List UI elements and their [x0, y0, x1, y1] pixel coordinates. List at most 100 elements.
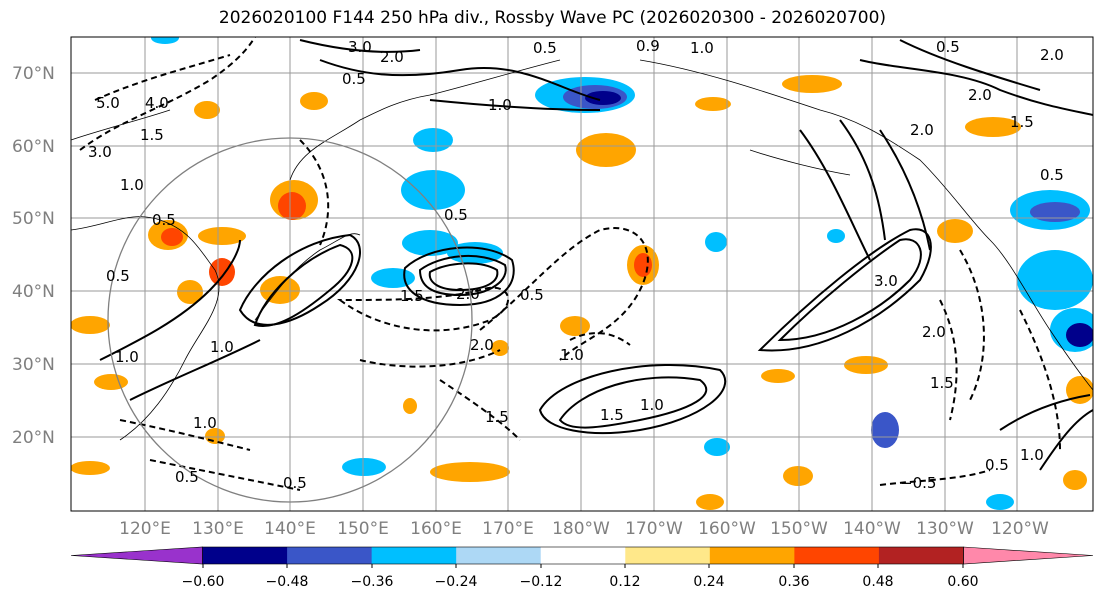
positive-contours: [99, 39, 1093, 471]
shade-blob: [260, 276, 300, 304]
colorbar-segment: [878, 547, 964, 564]
shade-blob: [761, 369, 795, 383]
contour-label: 3.0: [348, 38, 372, 56]
contour-label: 1.5: [600, 406, 624, 424]
lon-label: 170°W: [625, 519, 683, 539]
contour-label: 1.5: [930, 374, 954, 392]
contour-label: 1.0: [115, 348, 139, 366]
shade-blob: [871, 412, 899, 448]
contour-label: 1.5: [400, 287, 424, 305]
negative-contours: [79, 37, 1061, 491]
colorbar-segment: [287, 547, 373, 564]
shade-blob: [1030, 202, 1080, 222]
contour-label: 0.5: [342, 70, 366, 88]
contour-label: 2.0: [380, 48, 404, 66]
lon-label: 150°E: [337, 519, 389, 539]
contour-label: 2.0: [922, 323, 946, 341]
contour-label: 0.5: [1040, 166, 1064, 184]
shade-blob: [634, 253, 652, 277]
contour-label: 2.0: [968, 86, 992, 104]
lon-label: 170°E: [482, 519, 534, 539]
contour-label: 4.0: [145, 94, 169, 112]
colorbar-segment: [540, 547, 626, 564]
colorbar-tick-label: −0.60: [182, 574, 225, 590]
contour-label: 1.0: [690, 39, 714, 57]
lon-label: 140°W: [843, 519, 901, 539]
colorbar-segment: [794, 547, 880, 564]
colorbar-tick-label: 0.36: [778, 574, 809, 590]
contour-label: −0.5: [900, 474, 936, 492]
lat-label: 70°N: [12, 64, 55, 84]
colorbar-tick-label: 0.60: [947, 574, 978, 590]
contour-label: 1.0: [1020, 446, 1044, 464]
lon-label: 130°W: [916, 519, 974, 539]
shade-blob: [194, 101, 220, 119]
shade-blob: [696, 494, 724, 510]
divergence-shading: [71, 37, 1093, 510]
gridlines: [71, 37, 1093, 511]
contour-label: 1.5: [485, 408, 509, 426]
colorbar-segment: [625, 547, 711, 564]
contour-label: 3.0: [88, 143, 112, 161]
lat-label: 60°N: [12, 137, 55, 157]
shade-blob: [403, 398, 417, 414]
contour-label: 1.0: [560, 346, 584, 364]
contour-label: 1.0: [210, 338, 234, 356]
contour-label: 2.0: [910, 121, 934, 139]
contour-label: 2.0: [1040, 46, 1064, 64]
contour-label: 3.0: [874, 272, 898, 290]
shade-blob: [705, 232, 727, 252]
contour-label: 0.5: [106, 267, 130, 285]
contour-label: 0.5: [444, 206, 468, 224]
colorbar-labels: −0.60 −0.48 −0.36 −0.24 −0.12 0.12 0.24 …: [182, 574, 979, 590]
shade-blob: [491, 340, 509, 356]
colorbar-tick-label: −0.36: [351, 574, 394, 590]
map-frame: [70, 36, 1094, 512]
colorbar-segment: [456, 547, 542, 564]
contour-label: 0.5: [283, 474, 307, 492]
contour-label: 0.5: [533, 39, 557, 57]
contour-label: 0.5: [936, 38, 960, 56]
shade-blob: [1066, 323, 1093, 347]
contour-label: 1.0: [488, 96, 512, 114]
lat-label: 30°N: [12, 355, 55, 375]
lon-label: 140°E: [264, 519, 316, 539]
shade-blob: [71, 461, 110, 475]
shade-blob: [342, 458, 386, 476]
shade-blob: [844, 356, 888, 374]
coastlines: [71, 59, 1093, 441]
lon-label: 150°W: [770, 519, 828, 539]
shade-blob: [401, 170, 465, 210]
shade-blob: [198, 227, 246, 245]
lon-label: 160°E: [410, 519, 462, 539]
shade-blob: [695, 97, 731, 111]
contour-label: 1.0: [193, 414, 217, 432]
colorbar-segments: [70, 546, 1094, 565]
lat-label: 50°N: [12, 209, 55, 229]
shade-blob: [371, 268, 415, 288]
lon-label: 120°W: [991, 519, 1049, 539]
colorbar-segment: [202, 547, 288, 564]
colorbar-tick-label: −0.12: [520, 574, 563, 590]
shade-blob: [209, 258, 235, 286]
contour-label: 0.5: [175, 468, 199, 486]
shade-blob: [413, 128, 453, 152]
contour-label: 0.9: [636, 37, 660, 55]
contour-label: 1.0: [640, 396, 664, 414]
lat-label: 20°N: [12, 428, 55, 448]
contour-label-group: 3.0 2.0 0.5 1.0 5.0 4.0 3.0 1.0 1.5 0.5 …: [88, 37, 1064, 492]
latitude-labels: 70°N 60°N 50°N 40°N 30°N 20°N: [12, 64, 55, 448]
lon-label: 120°E: [119, 519, 171, 539]
shade-blob: [576, 133, 636, 167]
shade-blob: [94, 374, 128, 390]
shade-blob: [1066, 376, 1093, 404]
contour-label: 2.0: [456, 285, 480, 303]
shade-blob: [161, 228, 183, 246]
shade-blob: [704, 438, 730, 456]
shade-blob: [827, 229, 845, 243]
colorbar-tick-label: 0.48: [862, 574, 893, 590]
colorbar-tick-label: −0.24: [435, 574, 478, 590]
lon-label: 180°W: [552, 519, 610, 539]
shade-blob: [278, 192, 306, 220]
